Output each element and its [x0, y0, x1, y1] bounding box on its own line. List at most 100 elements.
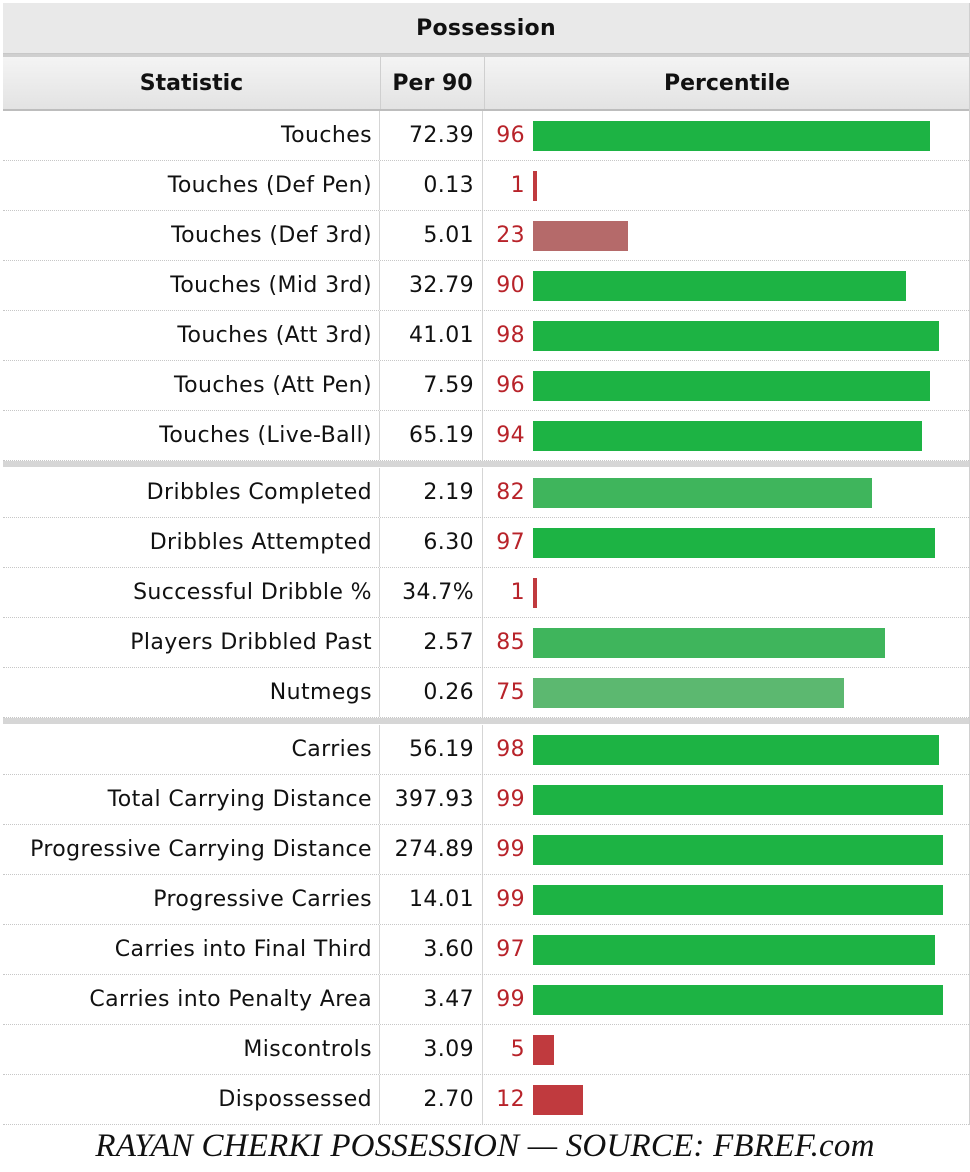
percentile-value: 98 [496, 323, 525, 348]
statistic-label: Dribbles Attempted [3, 518, 380, 567]
percentile-bar [533, 120, 930, 151]
table-body: Touches 72.39 96 Touches (Def Pen) 0.13 1 Touc… [3, 111, 969, 1125]
statistic-label: Progressive Carrying Distance [3, 825, 380, 874]
statistic-label: Touches (Mid 3rd) [3, 261, 380, 310]
table-row: Carries into Final Third 3.60 97 [3, 925, 969, 975]
percentile-bar [533, 884, 943, 915]
percentile-value: 1 [510, 580, 525, 605]
per90-value: 2.70 [380, 1075, 483, 1124]
statistic-label: Nutmegs [3, 668, 380, 717]
per90-value: 7.59 [380, 361, 483, 410]
percentile-bar [533, 320, 939, 351]
percentile-cell: 23 [483, 211, 969, 260]
percentile-cell: 1 [483, 161, 969, 210]
table-row: Touches (Def Pen) 0.13 1 [3, 161, 969, 211]
percentile-cell: 90 [483, 261, 969, 310]
percentile-cell: 94 [483, 411, 969, 460]
possession-table: Possession Statistic Per 90 Percentile T… [3, 3, 970, 1125]
header-per90[interactable]: Per 90 [381, 57, 485, 109]
percentile-cell: 98 [483, 725, 969, 774]
percentile-value: 85 [496, 630, 525, 655]
percentile-bar [533, 834, 943, 865]
percentile-cell: 5 [483, 1025, 969, 1074]
percentile-cell: 75 [483, 668, 969, 717]
table-row: Dribbles Completed 2.19 82 [3, 468, 969, 518]
per90-value: 5.01 [380, 211, 483, 260]
table-row: Total Carrying Distance 397.93 99 [3, 775, 969, 825]
table-row: Touches 72.39 96 [3, 111, 969, 161]
per90-value: 14.01 [380, 875, 483, 924]
table-row: Players Dribbled Past 2.57 85 [3, 618, 969, 668]
percentile-value: 97 [496, 530, 525, 555]
percentile-value: 75 [496, 680, 525, 705]
statistic-label: Players Dribbled Past [3, 618, 380, 667]
table-header-row: Statistic Per 90 Percentile [3, 54, 969, 111]
header-percentile[interactable]: Percentile [663, 70, 791, 96]
per90-value: 0.26 [380, 668, 483, 717]
per90-value: 0.13 [380, 161, 483, 210]
statistic-label: Touches (Att Pen) [3, 361, 380, 410]
group-separator [3, 461, 969, 467]
percentile-value: 1 [510, 173, 525, 198]
percentile-bar [533, 370, 930, 401]
statistic-label: Carries into Penalty Area [3, 975, 380, 1024]
percentile-value: 23 [496, 223, 525, 248]
percentile-bar [533, 527, 935, 558]
table-row: Miscontrols 3.09 5 [3, 1025, 969, 1075]
statistic-label: Dispossessed [3, 1075, 380, 1124]
table-row: Dispossessed 2.70 12 [3, 1075, 969, 1125]
percentile-value: 5 [510, 1037, 525, 1062]
statistic-label: Touches (Def Pen) [3, 161, 380, 210]
statistic-label: Touches [3, 111, 380, 160]
per90-value: 2.57 [380, 618, 483, 667]
per90-value: 2.19 [380, 468, 483, 517]
per90-value: 3.60 [380, 925, 483, 974]
per90-value: 274.89 [380, 825, 483, 874]
percentile-cell: 99 [483, 775, 969, 824]
statistic-label: Carries into Final Third [3, 925, 380, 974]
percentile-bar [533, 270, 906, 301]
table-caption: Possession [3, 3, 969, 54]
per90-value: 3.47 [380, 975, 483, 1024]
percentile-bar [533, 934, 935, 965]
per90-value: 41.01 [380, 311, 483, 360]
per90-value: 56.19 [380, 725, 483, 774]
percentile-cell: 97 [483, 518, 969, 567]
per90-value: 6.30 [380, 518, 483, 567]
table-row: Nutmegs 0.26 75 [3, 668, 969, 718]
percentile-value: 96 [496, 373, 525, 398]
percentile-value: 96 [496, 123, 525, 148]
header-statistic[interactable]: Statistic [3, 57, 381, 109]
percentile-cell: 85 [483, 618, 969, 667]
percentile-cell: 99 [483, 975, 969, 1024]
per90-value: 397.93 [380, 775, 483, 824]
percentile-bar [533, 477, 872, 508]
table-row: Carries into Penalty Area 3.47 99 [3, 975, 969, 1025]
statistic-label: Touches (Att 3rd) [3, 311, 380, 360]
table-row: Touches (Live-Ball) 65.19 94 [3, 411, 969, 461]
percentile-cell: 1 [483, 568, 969, 617]
statistic-label: Touches (Live-Ball) [3, 411, 380, 460]
percentile-value: 12 [496, 1087, 525, 1112]
statistic-label: Successful Dribble % [3, 568, 380, 617]
percentile-bar [533, 627, 885, 658]
statistic-label: Total Carrying Distance [3, 775, 380, 824]
percentile-value: 99 [496, 837, 525, 862]
percentile-cell: 98 [483, 311, 969, 360]
percentile-cell: 12 [483, 1075, 969, 1124]
table-row: Progressive Carrying Distance 274.89 99 [3, 825, 969, 875]
per90-value: 34.7% [380, 568, 483, 617]
statistic-label: Touches (Def 3rd) [3, 211, 380, 260]
percentile-bar [533, 577, 537, 608]
percentile-cell: 82 [483, 468, 969, 517]
percentile-bar [533, 1034, 554, 1065]
table-row: Touches (Def 3rd) 5.01 23 [3, 211, 969, 261]
percentile-bar [533, 420, 922, 451]
percentile-bar [533, 170, 537, 201]
percentile-value: 94 [496, 423, 525, 448]
percentile-cell: 99 [483, 875, 969, 924]
percentile-cell: 97 [483, 925, 969, 974]
per90-value: 3.09 [380, 1025, 483, 1074]
percentile-bar [533, 784, 943, 815]
percentile-bar [533, 220, 628, 251]
